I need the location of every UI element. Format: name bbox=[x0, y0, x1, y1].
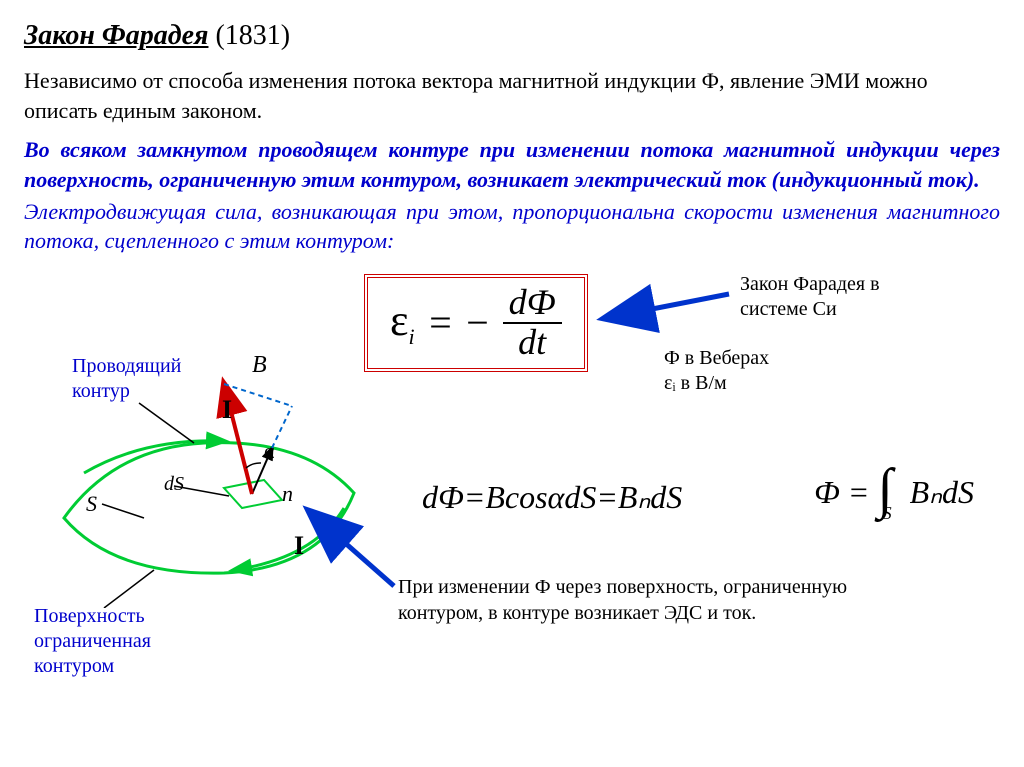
title-year: (1831) bbox=[215, 20, 290, 51]
law-statement-plain: Электродвижущая сила, возникающая при эт… bbox=[24, 197, 1000, 256]
bottom-note: При изменении Ф через поверхность, огран… bbox=[398, 574, 878, 626]
intro-text: Независимо от способа изменения потока в… bbox=[24, 66, 1000, 125]
callout-arrow-current bbox=[24, 268, 1004, 698]
lower-region: εi = − dФ dt Закон Фарадея в системе Си … bbox=[24, 268, 1004, 698]
title-main: Закон Фарадея bbox=[24, 20, 208, 51]
law-statement-bold: Во всяком замкнутом проводящем контуре п… bbox=[24, 135, 1000, 194]
page-title: Закон Фарадея (1831) bbox=[24, 20, 1000, 52]
